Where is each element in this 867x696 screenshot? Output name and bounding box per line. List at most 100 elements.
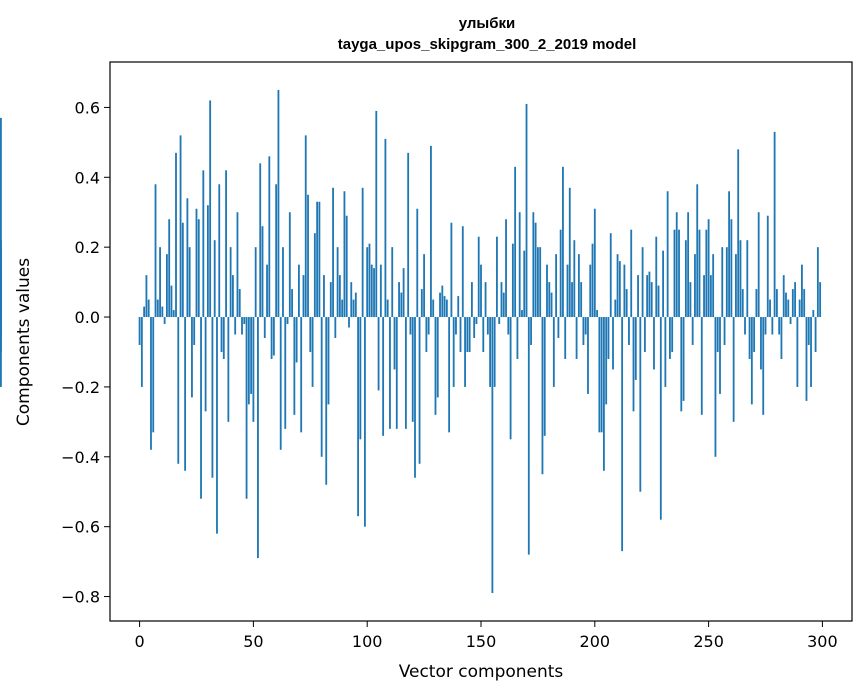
bar [279,317,282,450]
bar [637,275,639,318]
bar [673,229,676,318]
bar [566,264,569,318]
bar [186,198,189,318]
x-axis-label: Vector components [399,662,564,682]
bar [630,229,633,318]
bar [150,317,152,450]
bar [514,166,517,318]
x-axis-ticks: 0 50 100 150 200 250 300 [134,621,838,651]
bar [750,317,753,405]
bar [304,135,307,318]
bar [728,191,730,318]
bar [425,317,428,352]
bar [191,317,193,398]
bar [175,152,177,318]
bar [163,317,166,325]
bar [466,317,469,352]
bar [343,191,346,318]
bar-series [0,89,822,594]
bar [368,243,371,318]
bar [461,226,464,318]
bar [587,317,589,394]
bar [193,317,196,345]
bar [618,261,621,318]
plot-frame [109,61,853,622]
bar [773,131,776,318]
bar [241,317,243,335]
bar [575,317,578,359]
bar [603,317,605,471]
bar [197,219,200,318]
bar [782,275,785,318]
bar [389,317,391,429]
bar [398,282,400,318]
bar [744,317,746,335]
bar [293,317,296,415]
bar [643,317,646,352]
bar [200,317,202,499]
bar [373,268,375,318]
bar [730,219,733,318]
bar [735,254,737,318]
bar [434,317,437,415]
bar [245,317,248,499]
bar [156,299,159,318]
bar [623,264,626,318]
bar [582,317,585,345]
bar [607,317,610,359]
bar [464,317,466,387]
y-tick-label: 0.2 [75,238,100,257]
bar [766,215,769,318]
bar [370,264,373,318]
bar [338,275,341,318]
bar [177,317,180,464]
bar [764,317,767,335]
bar [259,163,262,318]
bar [552,317,555,387]
bar [409,317,412,335]
bar [539,247,542,318]
bar [482,317,485,352]
bar [416,208,419,318]
bar [628,317,630,345]
bar [557,317,560,338]
bar [591,243,594,318]
bar [507,317,510,335]
bar [639,317,642,492]
bar [650,282,653,318]
bar [689,282,692,318]
bar [698,229,701,318]
bar [489,317,492,387]
bar [807,317,810,345]
bar [420,289,423,318]
bar [195,208,198,318]
bar [229,247,232,318]
bar [662,250,664,318]
bar [805,317,808,401]
bar [505,219,507,318]
bar [234,317,237,335]
bar [400,292,403,318]
bar [801,264,803,318]
bar [218,184,221,318]
bar [402,268,405,318]
bar [796,317,799,387]
bar [684,240,687,318]
bar [348,317,350,328]
bar [404,317,407,429]
x-tick-label: 100 [352,632,383,651]
bar [775,289,778,318]
chart-subtitle: tayga_upos_skipgram_300_2_2019 model [338,36,637,53]
bar [0,117,2,318]
bar [206,205,209,318]
bar [393,317,396,370]
x-tick-label: 50 [243,632,263,651]
bar [659,317,662,520]
bar [427,317,430,335]
bar [769,299,771,318]
bar [584,317,587,335]
bar [457,296,460,318]
bar [571,282,573,318]
bar [247,317,250,405]
bar [785,292,787,318]
